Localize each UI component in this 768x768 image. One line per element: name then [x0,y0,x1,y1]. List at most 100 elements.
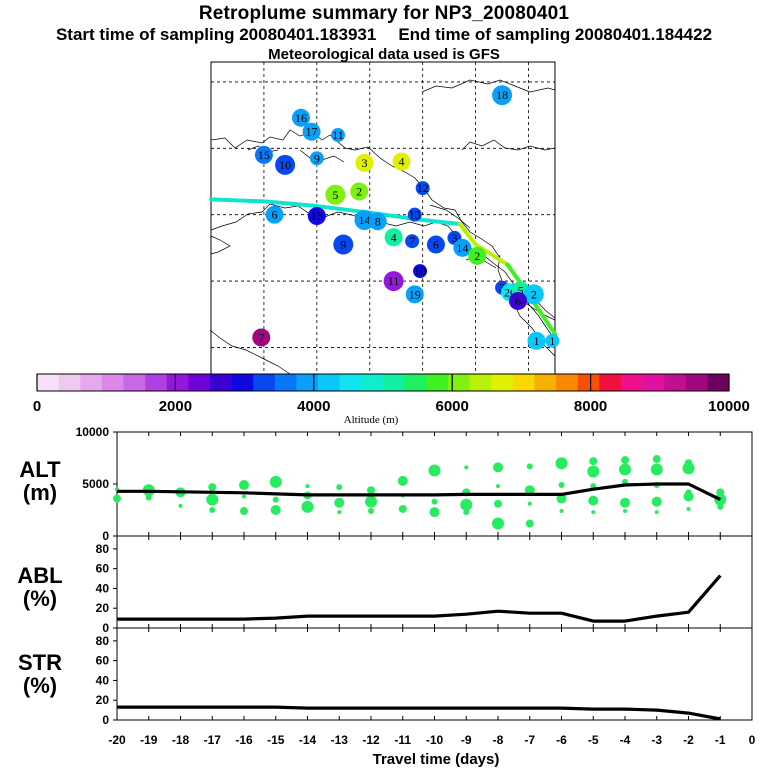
altitude-sample-dot [431,498,438,505]
x-tick-label: -2 [683,733,694,747]
altitude-sample-dot [464,465,469,470]
altitude-sample-dot [559,509,564,514]
cluster-number: 7 [409,234,415,248]
x-tick-label: -3 [651,733,662,747]
cluster-number: 19 [409,287,421,301]
cluster-marker [254,145,273,164]
colorbar-swatch [512,374,535,391]
alt-panel-unit: (m) [23,480,57,505]
cluster-number: 16 [295,111,307,125]
altitude-sample-dot [496,484,500,489]
x-tick-label: 0 [749,733,756,747]
x-tick-label: -18 [172,733,190,747]
cluster-number: 15 [311,209,323,223]
str-y-tick-label: 80 [96,634,110,648]
x-tick-label: -4 [620,733,631,747]
cluster-marker [384,228,403,247]
cluster-marker [275,154,296,175]
colorbar-swatch [620,374,643,391]
altitude-sample-dot [398,504,407,513]
colorbar-swatch [37,374,59,391]
altitude-sample-dot [682,462,695,475]
altitude-sample-dot [558,482,565,489]
colorbar-title: Altitude (m) [344,414,399,426]
abl-mean-line [117,574,722,623]
cluster-number: 11 [388,274,400,288]
x-tick-label: -14 [299,733,317,747]
altitude-sample-dot [242,494,246,499]
cluster-marker [405,234,420,249]
altitude-sample-dot [206,493,219,506]
altitude-sample-dot [337,510,342,515]
str-y-tick-label: 0 [102,713,109,727]
cluster-marker [325,184,346,205]
trajectory-segment [420,217,462,226]
colorbar-swatch [642,374,665,391]
colorbar-swatch [599,374,622,391]
abl-y-tick-label: 40 [96,581,110,595]
cluster-marker [492,85,513,106]
colorbar-swatch [210,374,232,391]
cluster-marker [453,238,472,257]
altitude-sample-dot [555,457,568,470]
trajectory-segment [457,221,478,247]
x-tick-label: -15 [267,733,285,747]
altitude-sample-dot [623,509,627,514]
x-tick-label: -10 [426,733,444,747]
abl-y-tick-label: 20 [96,601,110,615]
altitude-sample-dot [651,496,662,507]
cluster-number: 8 [375,214,381,228]
cluster-marker [302,122,321,141]
cluster-marker [368,212,387,231]
altitude-sample-dot [397,475,408,486]
altitude-sample-dot [334,497,345,508]
cluster-marker [468,246,487,265]
cluster-number: 10 [414,264,426,278]
x-axis-label: Travel time (days) [373,751,500,768]
cluster-number: 6 [515,294,521,308]
colorbar-swatch [383,374,405,391]
colorbar-tick-label: 2000 [159,398,192,415]
cluster-number: 14 [358,213,370,227]
altitude-sample-dot [240,507,248,516]
colorbar-swatch [685,374,708,391]
cluster-number: 11 [332,128,344,142]
altitude-panel: 10000 5000 0 [76,425,753,543]
cluster-marker [508,291,527,310]
altitude-sample-dot [272,496,279,503]
cluster-marker [415,181,430,196]
altitude-sample-dot [527,501,532,506]
x-tick-label: -11 [394,733,411,747]
altitude-sample-dot [178,503,183,508]
str-panel-label: STR [18,650,62,675]
chart-title: Retroplume summary for NP3_20080401 [198,3,570,24]
cluster-marker [413,264,428,279]
start-time-label: Start time of sampling 20080401.183931 [55,25,377,44]
altitude-sample-dot [587,465,600,478]
x-tick-label: -6 [556,733,567,747]
cluster-number: 18 [496,88,508,102]
cluster-marker [331,128,346,143]
cluster-number: 9 [314,151,320,165]
cluster-number: 4 [391,230,397,244]
str-panel-unit: (%) [23,673,57,698]
colorbar-swatch [123,374,146,391]
x-tick-label: -19 [140,733,158,747]
altitude-sample-dot [113,494,121,503]
x-tick-label: -1 [715,733,726,747]
colorbar-swatch [577,374,600,391]
coastline [461,139,556,151]
altitude-sample-dot [494,499,502,508]
cluster-marker [355,153,374,172]
cluster-marker [354,209,375,230]
cluster-number: 3 [451,231,457,245]
x-tick-label: -9 [461,733,472,747]
cluster-marker [309,151,324,166]
altitude-sample-dot [525,519,534,528]
abl-panel: 80 60 40 20 0 [96,535,753,635]
altitude-sample-dot [463,509,470,516]
cluster-marker [527,331,546,350]
colorbar-swatch [426,374,449,391]
colorbar-swatch [80,374,103,391]
